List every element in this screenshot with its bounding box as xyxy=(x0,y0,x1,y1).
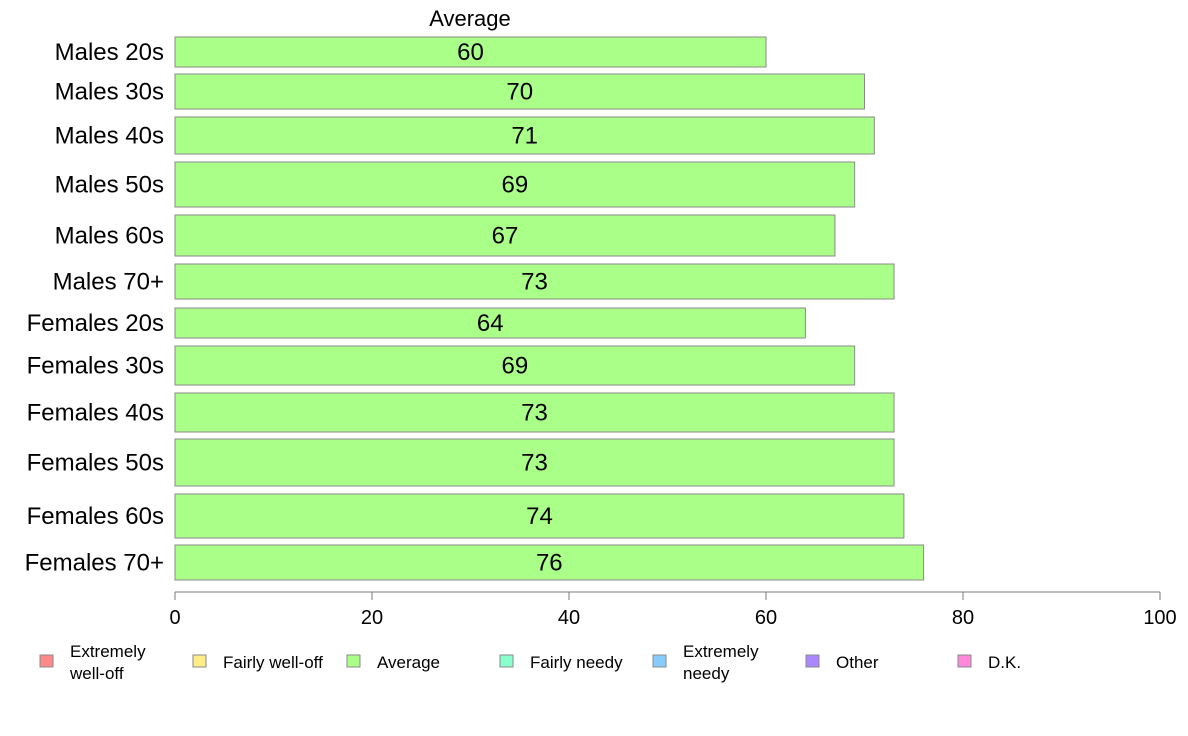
category-label: Females 50s xyxy=(27,450,164,477)
bar xyxy=(174,493,905,539)
data-label: 73 xyxy=(521,400,548,427)
data-label: 76 xyxy=(536,550,563,577)
bar xyxy=(174,161,856,208)
legend-swatch xyxy=(957,654,972,668)
bar xyxy=(174,263,895,300)
legend-swatch xyxy=(499,654,514,668)
x-tick-label: 0 xyxy=(169,607,180,629)
category-label: Females 30s xyxy=(27,353,164,380)
series-title: Average xyxy=(429,6,511,31)
category-label: Males 70+ xyxy=(53,269,164,296)
x-tick-label: 20 xyxy=(361,607,383,629)
legend-label: Fairly well-off xyxy=(223,653,323,672)
x-tick-label: 40 xyxy=(558,607,580,629)
data-label: 64 xyxy=(477,310,504,337)
category-label: Males 60s xyxy=(55,223,164,250)
category-label: Males 40s xyxy=(55,123,164,150)
bar xyxy=(174,345,856,386)
legend-label: Average xyxy=(377,653,440,672)
category-label: Females 20s xyxy=(27,310,164,337)
legend-swatch xyxy=(805,654,820,668)
legend-label: Other xyxy=(836,653,879,672)
category-label: Males 30s xyxy=(55,79,164,106)
bar xyxy=(174,307,806,339)
data-label: 69 xyxy=(501,172,528,199)
category-label: Females 70+ xyxy=(25,550,164,577)
legend-swatch xyxy=(346,654,361,668)
data-label: 73 xyxy=(521,269,548,296)
bar xyxy=(174,36,767,68)
bars-layer: Males 20s 60 Males 30s 70 Males 40s 71 Males 5… xyxy=(25,36,925,581)
data-label: 74 xyxy=(526,503,553,530)
bar xyxy=(174,116,875,155)
legend-swatch xyxy=(192,654,207,668)
legend-label: Extremely well-off xyxy=(69,642,146,683)
legend: Extremely well-off Fairly well-off Average F… xyxy=(39,642,1021,683)
category-label: Females 60s xyxy=(27,503,164,530)
legend-swatch xyxy=(652,654,667,668)
data-label: 69 xyxy=(501,353,528,380)
data-label: 67 xyxy=(492,223,519,250)
x-tick-label: 100 xyxy=(1143,607,1176,629)
data-label: 73 xyxy=(521,450,548,477)
x-tick-label: 60 xyxy=(755,607,777,629)
bar xyxy=(174,214,836,257)
legend-label: Extremely needy xyxy=(683,642,759,683)
bar xyxy=(174,438,895,487)
data-label: 60 xyxy=(457,39,484,66)
data-label: 70 xyxy=(506,79,533,106)
bar xyxy=(174,73,865,110)
legend-label: Fairly needy xyxy=(530,653,623,672)
legend-label: D.K. xyxy=(988,653,1021,672)
category-label: Females 40s xyxy=(27,400,164,427)
bar xyxy=(174,392,895,433)
x-axis: 0 20 40 60 80 100 xyxy=(169,591,1177,629)
bar xyxy=(174,544,925,581)
data-label: 71 xyxy=(511,123,538,150)
category-label: Males 20s xyxy=(55,39,164,66)
legend-swatch xyxy=(39,654,54,668)
category-label: Males 50s xyxy=(55,172,164,199)
x-tick-label: 80 xyxy=(952,607,974,629)
